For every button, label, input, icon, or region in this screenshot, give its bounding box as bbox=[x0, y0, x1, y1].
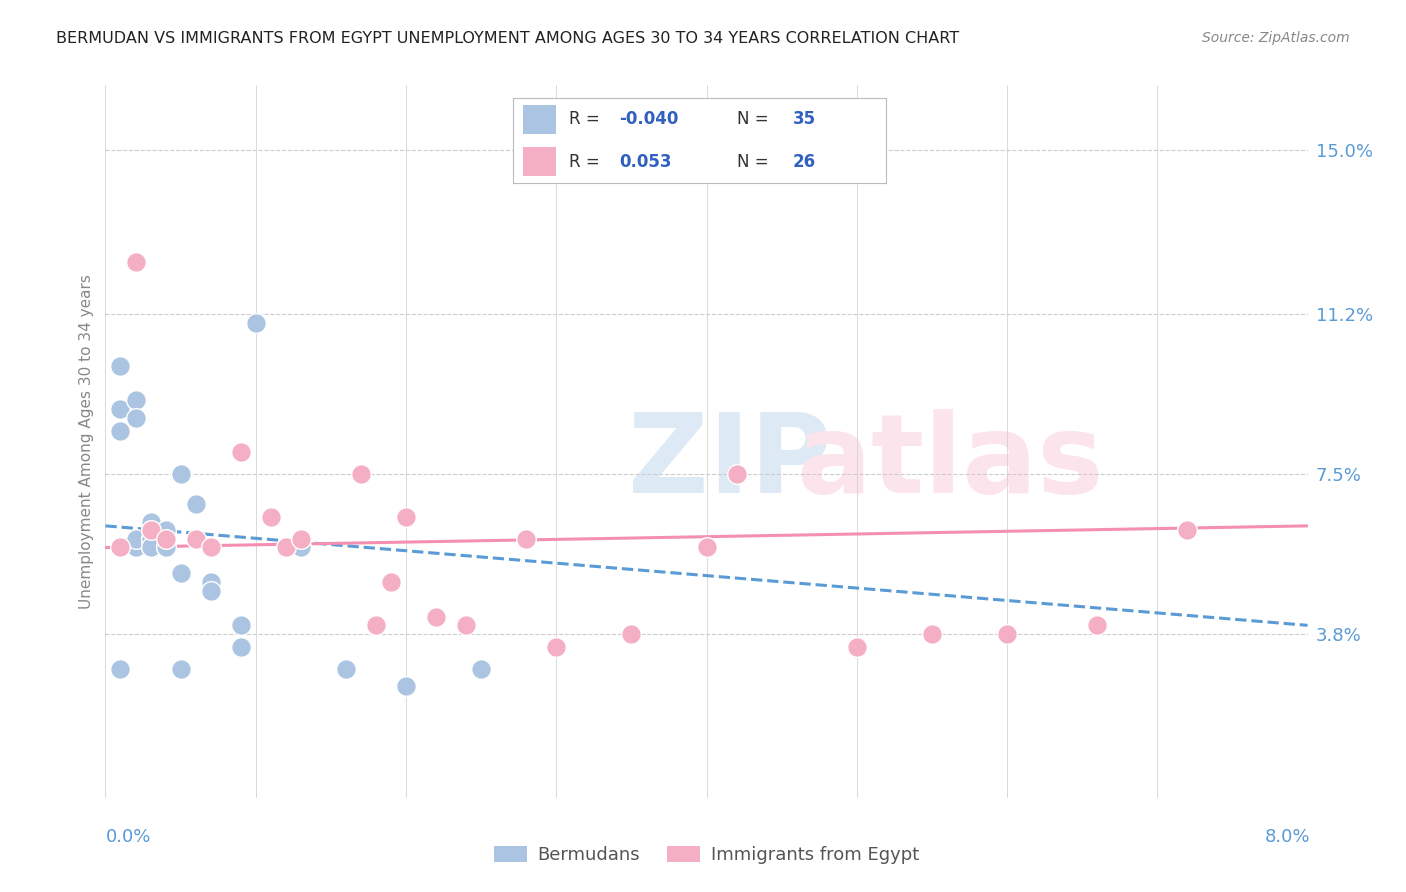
Point bbox=[184, 532, 207, 546]
Point bbox=[425, 609, 447, 624]
Point bbox=[139, 541, 162, 555]
Point bbox=[184, 497, 207, 511]
Point bbox=[364, 618, 387, 632]
Point bbox=[229, 640, 252, 654]
Point bbox=[124, 393, 146, 408]
Text: Source: ZipAtlas.com: Source: ZipAtlas.com bbox=[1202, 31, 1350, 45]
Point bbox=[725, 467, 748, 481]
Text: R =: R = bbox=[569, 111, 605, 128]
Point bbox=[380, 575, 402, 590]
Bar bbox=[523, 147, 555, 176]
Point bbox=[124, 255, 146, 269]
Point bbox=[290, 532, 312, 546]
Point bbox=[845, 640, 868, 654]
Point bbox=[139, 523, 162, 537]
Point bbox=[260, 510, 283, 524]
Point bbox=[139, 532, 162, 546]
Bar bbox=[523, 105, 555, 134]
Point bbox=[139, 532, 162, 546]
Point bbox=[139, 523, 162, 537]
Point bbox=[110, 402, 132, 417]
Point bbox=[110, 662, 132, 676]
Point bbox=[395, 510, 418, 524]
Point bbox=[155, 541, 177, 555]
Point bbox=[696, 541, 718, 555]
Point bbox=[155, 523, 177, 537]
Point bbox=[290, 541, 312, 555]
Point bbox=[229, 445, 252, 459]
Point bbox=[110, 541, 132, 555]
Point bbox=[124, 532, 146, 546]
Legend: Bermudans, Immigrants from Egypt: Bermudans, Immigrants from Egypt bbox=[486, 838, 927, 871]
Point bbox=[335, 662, 357, 676]
Point bbox=[169, 566, 191, 581]
Text: 26: 26 bbox=[793, 153, 815, 170]
Text: -0.040: -0.040 bbox=[620, 111, 679, 128]
Point bbox=[155, 532, 177, 546]
Point bbox=[124, 541, 146, 555]
Point bbox=[350, 467, 373, 481]
Text: 8.0%: 8.0% bbox=[1265, 828, 1310, 846]
Point bbox=[200, 575, 222, 590]
Text: N =: N = bbox=[737, 153, 773, 170]
Point bbox=[139, 532, 162, 546]
Point bbox=[515, 532, 537, 546]
Point bbox=[110, 359, 132, 373]
Point bbox=[200, 541, 222, 555]
Point bbox=[260, 510, 283, 524]
Point bbox=[124, 410, 146, 425]
Text: N =: N = bbox=[737, 111, 773, 128]
Point bbox=[200, 583, 222, 598]
Point bbox=[155, 523, 177, 537]
Point bbox=[110, 424, 132, 438]
Point bbox=[470, 662, 492, 676]
Text: ZIP: ZIP bbox=[628, 409, 832, 516]
Point bbox=[620, 627, 643, 641]
Text: atlas: atlas bbox=[797, 409, 1104, 516]
Point bbox=[229, 618, 252, 632]
Point bbox=[454, 618, 477, 632]
Point bbox=[245, 316, 267, 330]
Text: 35: 35 bbox=[793, 111, 815, 128]
Point bbox=[124, 541, 146, 555]
Point bbox=[546, 640, 568, 654]
Point bbox=[169, 662, 191, 676]
Point bbox=[1085, 618, 1108, 632]
Text: R =: R = bbox=[569, 153, 610, 170]
Point bbox=[139, 515, 162, 529]
Text: 0.053: 0.053 bbox=[620, 153, 672, 170]
Point bbox=[921, 627, 943, 641]
Point bbox=[995, 627, 1018, 641]
Point bbox=[139, 541, 162, 555]
Point bbox=[1175, 523, 1198, 537]
Point bbox=[169, 467, 191, 481]
Text: BERMUDAN VS IMMIGRANTS FROM EGYPT UNEMPLOYMENT AMONG AGES 30 TO 34 YEARS CORRELA: BERMUDAN VS IMMIGRANTS FROM EGYPT UNEMPL… bbox=[56, 31, 959, 46]
Point bbox=[155, 541, 177, 555]
Point bbox=[395, 679, 418, 693]
Text: 0.0%: 0.0% bbox=[105, 828, 150, 846]
Point bbox=[155, 532, 177, 546]
Y-axis label: Unemployment Among Ages 30 to 34 years: Unemployment Among Ages 30 to 34 years bbox=[79, 274, 94, 609]
Point bbox=[274, 541, 297, 555]
